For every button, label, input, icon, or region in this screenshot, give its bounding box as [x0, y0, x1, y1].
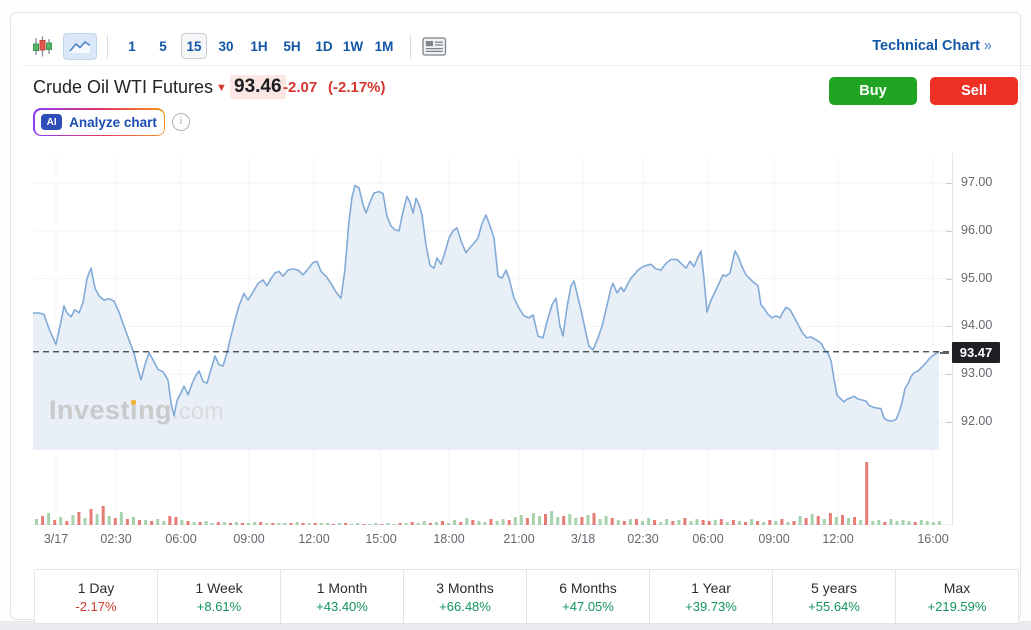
sell-button[interactable]: Sell	[930, 77, 1018, 105]
price-axis-label: 97.00	[961, 175, 993, 189]
price-change: -2.07	[283, 79, 318, 96]
timeframe-15[interactable]: 15	[186, 39, 202, 54]
instrument-title: Crude Oil WTI Futures	[33, 77, 214, 97]
period-6-months[interactable]: 6 Months +47.05%	[527, 570, 650, 623]
period-6-months-value: +47.05%	[562, 598, 614, 614]
price-axis-tick	[946, 278, 952, 280]
period-3-months[interactable]: 3 Months +66.48%	[404, 570, 527, 623]
period-1-week[interactable]: 1 Week +8.61%	[158, 570, 281, 623]
time-axis: 3/17 02:30 06:00 09:00 12:00 15:00 18:00 21:00 3…	[11, 532, 1031, 548]
period-1-week-value: +8.61%	[196, 598, 242, 614]
price-axis-border	[952, 153, 953, 526]
toolbar-bottom-border	[22, 65, 1031, 66]
price-axis-tick	[946, 326, 952, 328]
analyze-chart-button[interactable]: AI Analyze chart	[33, 108, 165, 136]
info-icon[interactable]: i	[172, 113, 190, 131]
timeframe-1[interactable]: 1	[128, 39, 136, 54]
period-5-years[interactable]: 5 years +55.64%	[773, 570, 896, 623]
time-axis-label: 12:00	[822, 532, 854, 546]
time-axis-label: 06:00	[692, 532, 724, 546]
price-axis-tick	[946, 183, 952, 184]
time-axis-label: 15:00	[365, 532, 397, 546]
timeframe-1d[interactable]: 1D	[315, 39, 333, 54]
timeframe-1h[interactable]: 1H	[250, 39, 268, 54]
time-axis-label: 3/18	[570, 532, 596, 546]
period-1-month-value: +43.40%	[316, 598, 368, 614]
price-chart[interactable]	[33, 151, 952, 525]
period-3-months-value: +66.48%	[439, 598, 491, 614]
time-axis-label: 12:00	[298, 532, 330, 546]
period-max[interactable]: Max +219.59%	[896, 570, 1018, 623]
toolbar-divider	[410, 35, 411, 59]
news-layout-icon[interactable]	[422, 36, 447, 62]
time-axis-label: 02:30	[100, 532, 132, 546]
timeframe-1m[interactable]: 1M	[374, 39, 394, 54]
price-axis-tick	[946, 374, 952, 376]
candlestick-chart-icon[interactable]	[33, 36, 52, 62]
period-1-year-value: +39.73%	[685, 598, 737, 614]
time-axis-label: 21:00	[503, 532, 535, 546]
technical-chart-link[interactable]: Technical Chart»	[872, 38, 992, 54]
chart-card: 1 5 15 30 1H 5H 1D 1W 1M Technical Chart…	[10, 12, 1031, 624]
price-axis-label: 94.00	[961, 318, 993, 333]
price-change-percent: (-2.17%)	[328, 79, 386, 96]
time-axis-label: 02:30	[627, 532, 659, 546]
period-5-years-value: +55.64%	[808, 598, 860, 614]
timeframe-selected-box	[181, 33, 207, 59]
period-1-day-value: -2.17%	[75, 598, 117, 614]
timeframe-5h[interactable]: 5H	[283, 39, 301, 54]
period-1-day[interactable]: 1 Day -2.17%	[35, 570, 158, 623]
time-axis-label: 3/17	[43, 532, 69, 546]
chevron-right-icon: »	[983, 38, 992, 54]
toolbar-divider	[107, 35, 108, 59]
period-1-year[interactable]: 1 Year +39.73%	[650, 570, 773, 623]
page-background-strip	[0, 621, 1031, 630]
period-1-month[interactable]: 1 Month +43.40%	[281, 570, 404, 623]
price-down-arrow-icon: ▼	[216, 82, 227, 94]
time-axis-label: 09:00	[758, 532, 790, 546]
time-axis-label: 18:00	[433, 532, 465, 546]
timeframe-5[interactable]: 5	[159, 39, 167, 54]
last-price-tick	[940, 352, 949, 354]
price-axis-label: 96.00	[961, 222, 993, 237]
time-axis-label: 06:00	[165, 532, 197, 546]
analyze-chart-label: Analyze chart	[69, 114, 157, 130]
performance-periods-table: 1 Day -2.17% 1 Week +8.61% 1 Month +43.40% …	[34, 569, 1019, 624]
technical-chart-label: Technical Chart	[872, 38, 980, 54]
price-axis-label: 92.00	[961, 414, 993, 428]
price-axis-tick	[946, 422, 952, 423]
buy-button[interactable]: Buy	[829, 77, 917, 105]
timeframe-1w[interactable]: 1W	[342, 39, 364, 54]
timeframe-30[interactable]: 30	[218, 39, 234, 54]
price-axis-tick	[946, 230, 952, 232]
price-axis-label: 95.00	[961, 270, 993, 285]
last-price-tag: 93.47	[952, 342, 1000, 363]
area-chart-icon[interactable]	[63, 33, 97, 60]
time-axis-label: 09:00	[233, 532, 265, 546]
period-max-value: +219.59%	[927, 598, 987, 614]
time-axis-label: 16:00	[917, 532, 949, 546]
ai-badge-icon: AI	[41, 114, 63, 130]
last-price: 93.46	[230, 75, 286, 99]
price-axis-label: 93.00	[961, 366, 993, 381]
